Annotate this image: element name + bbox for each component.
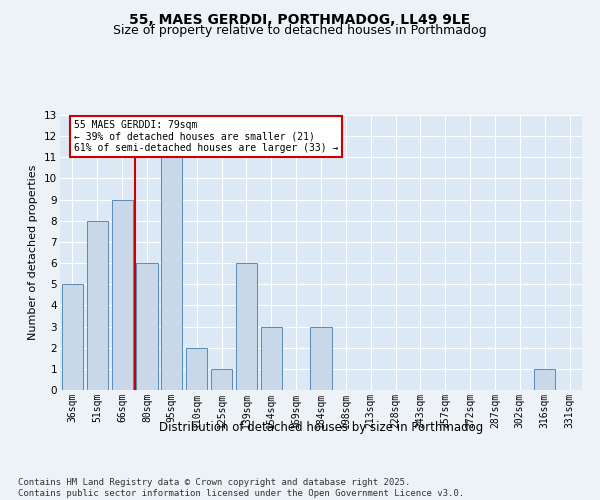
Bar (211, 369, 232, 390)
Bar (161, 158, 182, 390)
Bar (87, 221, 108, 390)
Bar (236, 263, 257, 390)
Bar (534, 369, 555, 390)
Text: Contains HM Land Registry data © Crown copyright and database right 2025.
Contai: Contains HM Land Registry data © Crown c… (18, 478, 464, 498)
Text: 55 MAES GERDDI: 79sqm
← 39% of detached houses are smaller (21)
61% of semi-deta: 55 MAES GERDDI: 79sqm ← 39% of detached … (74, 120, 338, 154)
Text: Distribution of detached houses by size in Porthmadog: Distribution of detached houses by size … (159, 421, 483, 434)
Text: 55, MAES GERDDI, PORTHMADOG, LL49 9LE: 55, MAES GERDDI, PORTHMADOG, LL49 9LE (130, 12, 470, 26)
Bar (186, 348, 207, 390)
Bar (310, 326, 332, 390)
Bar (62, 284, 83, 390)
Text: Size of property relative to detached houses in Porthmadog: Size of property relative to detached ho… (113, 24, 487, 37)
Y-axis label: Number of detached properties: Number of detached properties (28, 165, 38, 340)
Bar (136, 263, 158, 390)
Bar (261, 326, 282, 390)
Bar (112, 200, 133, 390)
